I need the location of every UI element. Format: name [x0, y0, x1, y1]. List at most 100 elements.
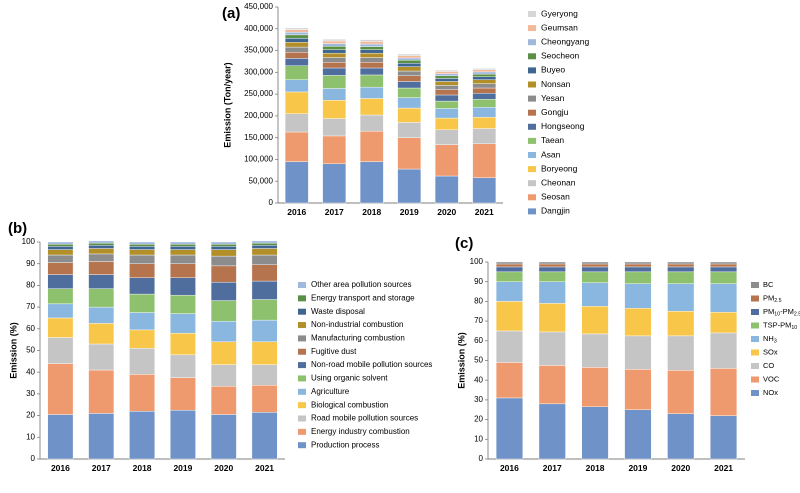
bar-segment — [472, 83, 497, 89]
bar-segment — [581, 333, 609, 368]
y-tick-label: 0 — [269, 198, 274, 207]
legend-label: TSP-PM10 — [763, 320, 797, 331]
y-tick-label: 10 — [26, 432, 35, 441]
bar-segment — [170, 241, 196, 245]
bar-segment — [667, 261, 695, 265]
bar-segment — [397, 168, 422, 204]
legend-label: Using organic solvent — [311, 374, 388, 383]
legend-swatch — [298, 428, 306, 435]
bar-segment — [434, 78, 459, 82]
bar-segment — [88, 242, 115, 246]
legend-swatch — [751, 309, 759, 315]
bar-segment — [710, 332, 738, 369]
panel-label: (c) — [455, 235, 473, 252]
bar-segment — [88, 253, 115, 262]
bar-segment — [129, 254, 155, 264]
bar-segment — [251, 385, 278, 413]
bar-segment — [210, 255, 237, 267]
bar-segment — [434, 175, 459, 204]
bar-segment — [251, 412, 278, 460]
legend-swatch — [751, 295, 759, 302]
bar-segment — [170, 354, 196, 378]
bar-segment — [170, 313, 196, 334]
legend-swatch — [528, 137, 536, 144]
bar-segment — [88, 288, 115, 308]
bar-segment — [581, 367, 609, 407]
legend-swatch — [751, 349, 759, 356]
bar-segment — [284, 46, 309, 53]
bar-segment — [397, 107, 422, 123]
x-tick-label: 2020 — [671, 463, 690, 473]
bar-segment — [284, 91, 309, 114]
legend-label: NH3 — [763, 334, 777, 345]
x-tick-label: 2021 — [714, 463, 733, 473]
bar-segment — [170, 246, 196, 250]
bar-segment — [284, 161, 309, 204]
bar-segment — [47, 243, 74, 247]
x-tick-label: 2021 — [475, 207, 494, 217]
bar-segment — [581, 266, 609, 273]
y-tick-label: 80 — [474, 297, 483, 306]
bar-segment — [284, 32, 309, 36]
y-tick-label: 50 — [26, 346, 35, 355]
legend: Gyeryong Geumsan Cheongyang Seocheon Buyeo No… — [528, 8, 589, 216]
bar-segment — [88, 274, 115, 289]
bar-segment — [359, 62, 384, 69]
legend-label: NOx — [763, 388, 778, 397]
legend-swatch — [298, 375, 306, 382]
legend-label: Non-industrial combustion — [311, 320, 404, 329]
bar-segment — [667, 283, 695, 312]
y-tick-label: 450,000 — [244, 2, 273, 11]
legend-swatch — [528, 11, 536, 17]
legend-swatch — [751, 376, 759, 383]
bar-segment — [322, 43, 347, 47]
bar-segment — [359, 130, 384, 162]
legend-label: PM2.5 — [763, 293, 782, 304]
bar-segment — [88, 240, 115, 244]
bar-segment — [397, 53, 422, 56]
y-tick-label: 30 — [26, 389, 35, 398]
y-tick-label: 40 — [474, 375, 483, 384]
legend-label: Seosan — [541, 192, 570, 202]
bar-segment — [434, 108, 459, 119]
bar-segment — [472, 106, 497, 118]
bar-segment — [710, 271, 738, 284]
y-tick-label: 0 — [479, 454, 484, 463]
bar-segment — [284, 29, 309, 33]
bar-segment — [397, 122, 422, 138]
bar-segment — [624, 283, 652, 309]
bar-segment — [47, 274, 74, 289]
x-tick-label: 2017 — [92, 463, 111, 473]
legend-label: Other area pollution sources — [311, 280, 412, 289]
bar-segment — [434, 71, 459, 74]
bar-segment — [495, 362, 523, 399]
bar-segment — [397, 59, 422, 64]
bar-segment — [322, 75, 347, 89]
legend-label: PM10-PM2.5 — [763, 307, 800, 318]
legend-swatch — [528, 194, 536, 201]
bar-segment — [472, 79, 497, 84]
bar-segment — [284, 52, 309, 59]
y-tick-label: 70 — [26, 302, 35, 311]
bar-segment — [624, 409, 652, 460]
bar-segment — [47, 246, 74, 250]
bar-segment — [210, 243, 237, 247]
legend-label: VOC — [763, 374, 780, 383]
legend-label: Manufacturing combustion — [311, 334, 405, 343]
bar-segment — [495, 263, 523, 268]
legend-swatch — [528, 208, 536, 215]
y-axis-label: Emission (Ton/year) — [222, 62, 232, 147]
y-tick-label: 70 — [474, 316, 483, 325]
bar-segment — [434, 117, 459, 131]
legend-label: Buyeo — [541, 65, 565, 75]
bar-segment — [129, 348, 155, 375]
x-tick-label: 2020 — [437, 207, 456, 217]
bar-segment — [538, 403, 566, 460]
legend-label: Dangjin — [541, 206, 570, 216]
bar-segment — [47, 414, 74, 460]
bar-segment — [251, 245, 278, 249]
bar-segment — [472, 99, 497, 108]
legend-swatch — [298, 362, 306, 369]
bar-segment — [667, 271, 695, 284]
bar-segment — [495, 281, 523, 302]
